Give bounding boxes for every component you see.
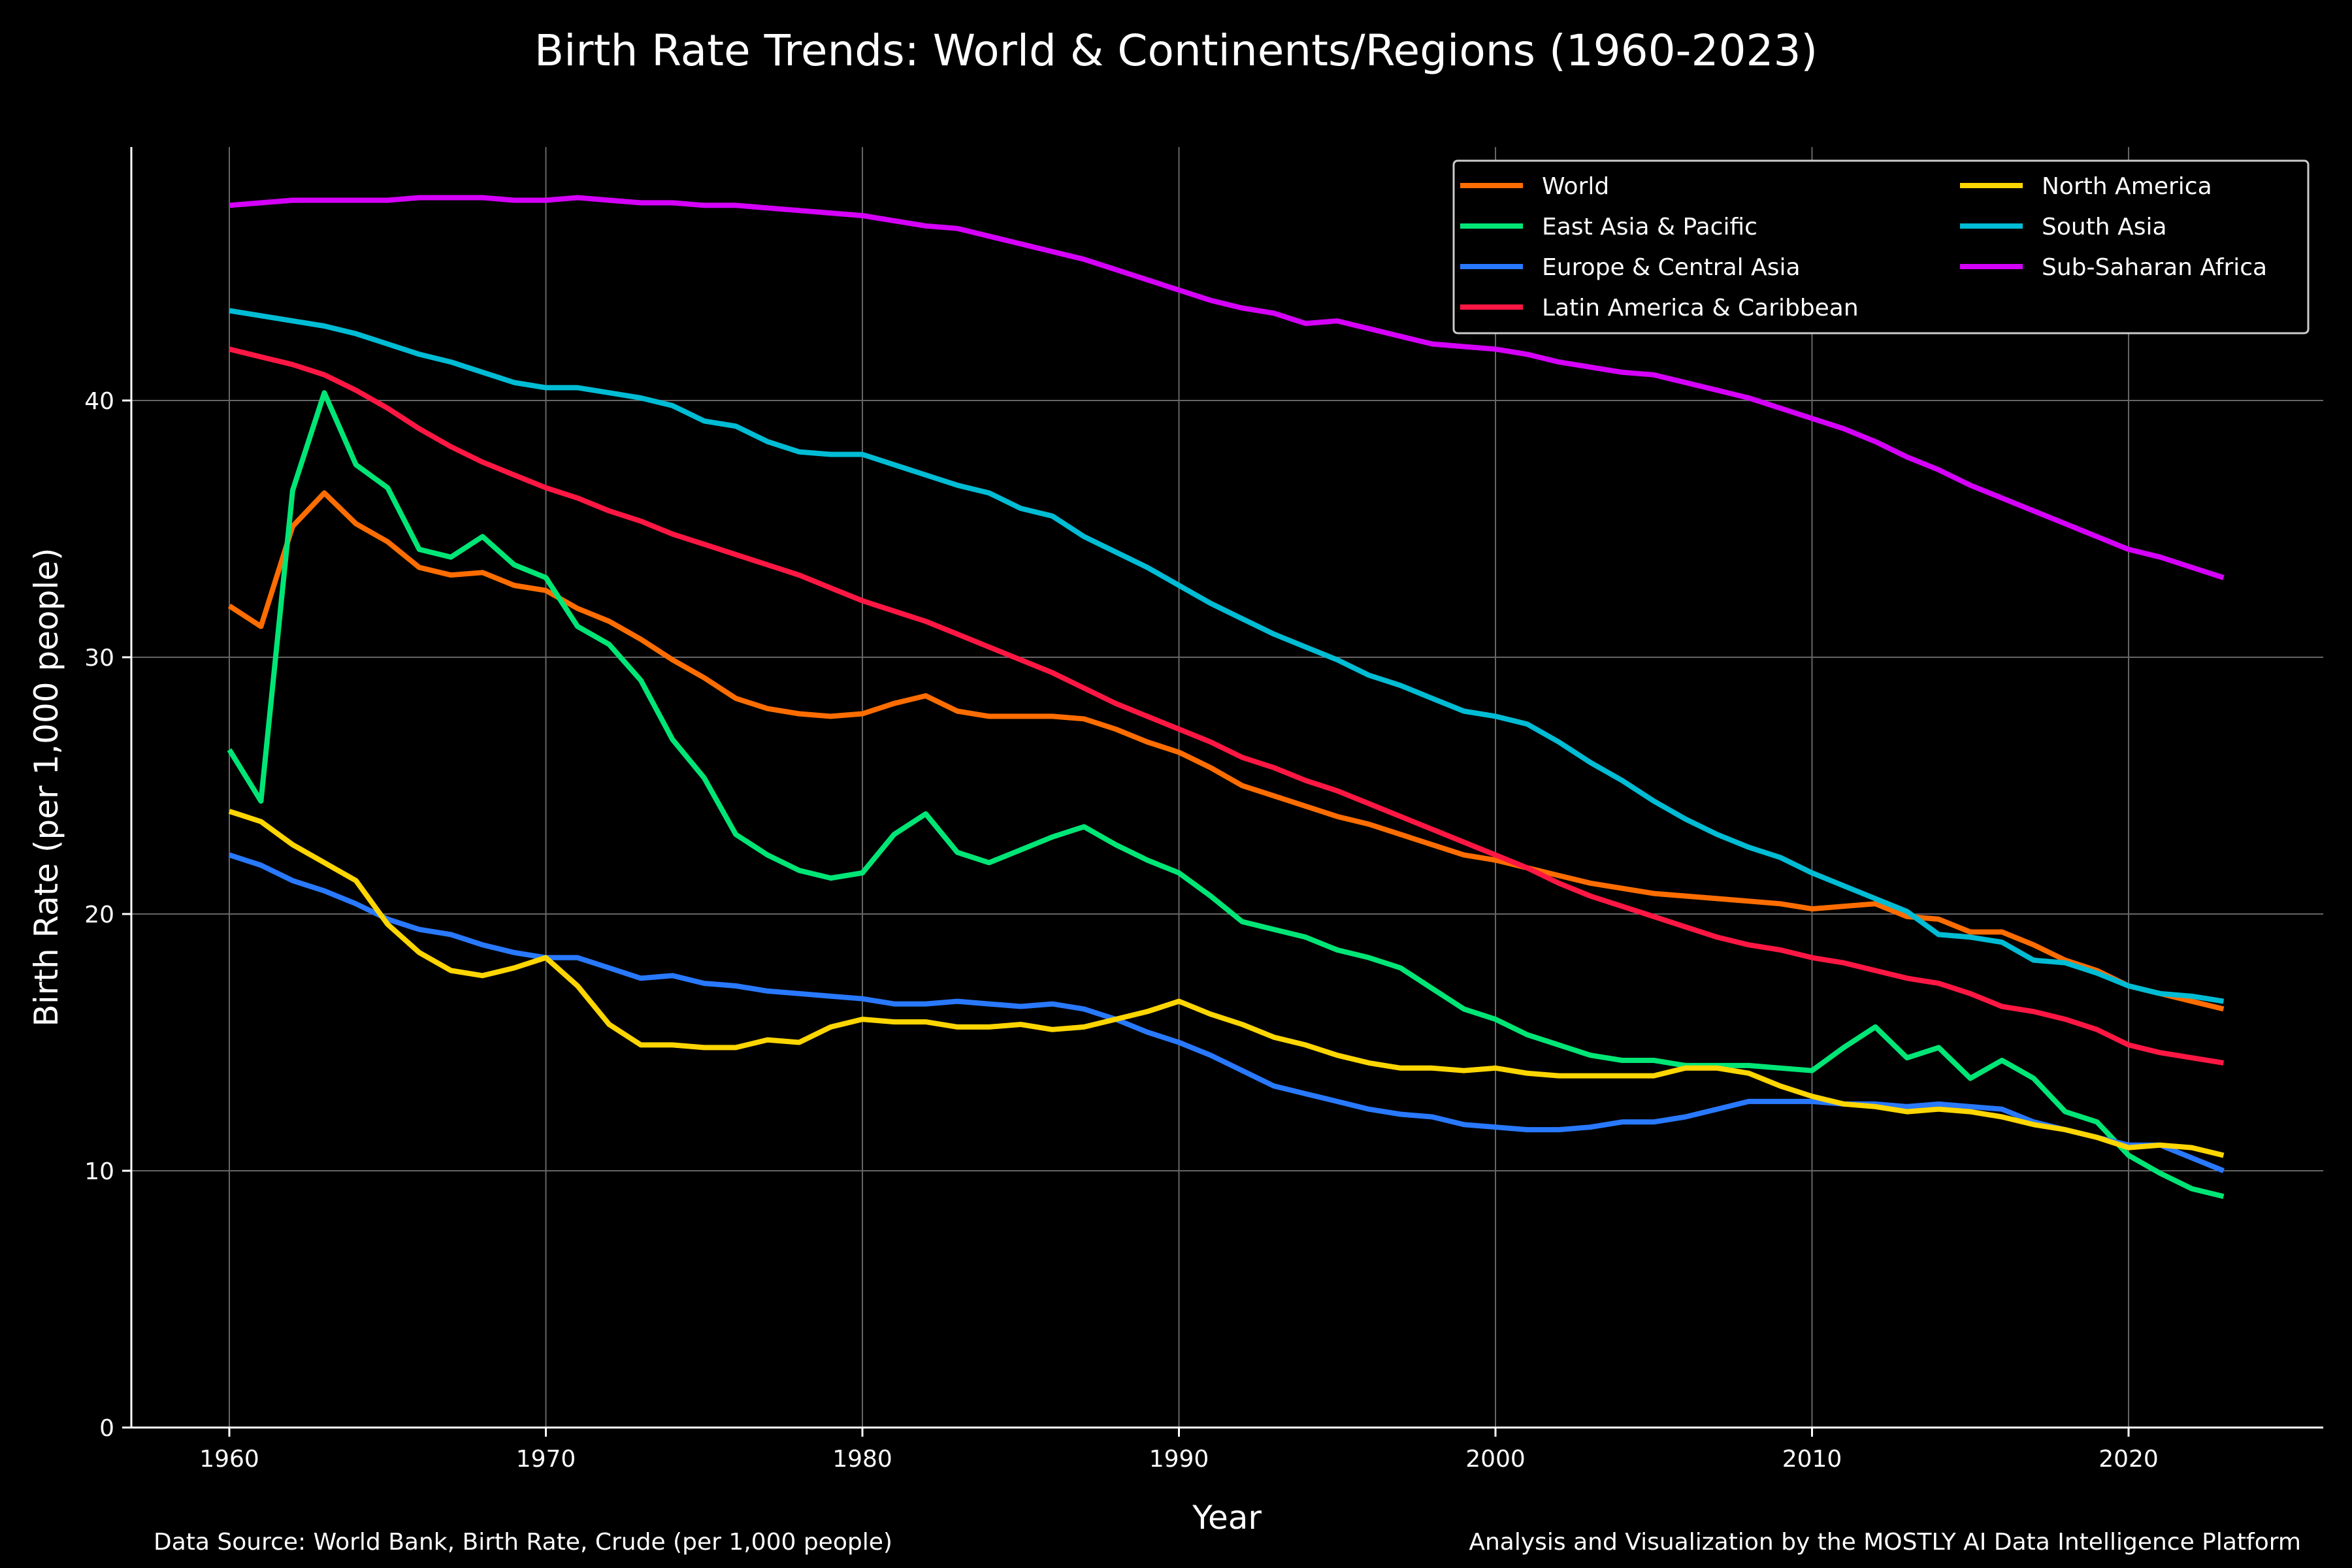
legend: World East Asia & Pacific Europe & Central… bbox=[1452, 159, 2310, 335]
chart-title: Birth Rate Trends: World & Continents/Re… bbox=[534, 25, 1818, 76]
series-lines bbox=[227, 195, 2225, 1200]
series-line-east-asia-pacific bbox=[227, 390, 2225, 1200]
x-axis-label: Year bbox=[1192, 1499, 1262, 1537]
grid bbox=[131, 147, 2323, 1428]
x-tick-label: 1990 bbox=[1149, 1446, 1209, 1473]
y-tick-label: 10 bbox=[84, 1158, 114, 1185]
x-tick-label: 2010 bbox=[1782, 1446, 1842, 1473]
x-ticks: 1960 1970 1980 1990 2000 2010 2020 bbox=[199, 1428, 2159, 1473]
y-tick-label: 30 bbox=[84, 645, 114, 672]
y-ticks: 0 10 20 30 40 bbox=[84, 388, 131, 1442]
x-tick-label: 1980 bbox=[832, 1446, 892, 1473]
x-tick-label: 2020 bbox=[2099, 1446, 2159, 1473]
series-line-sub-saharan-africa bbox=[229, 195, 2225, 581]
y-axis-label: Birth Rate (per 1,000 people) bbox=[27, 548, 65, 1027]
x-tick-label: 2000 bbox=[1465, 1446, 1526, 1473]
x-tick-label: 1960 bbox=[199, 1446, 259, 1473]
legend-box bbox=[1452, 159, 2310, 335]
legend-label: Sub-Saharan Africa bbox=[2042, 254, 2267, 281]
series-line-south-asia bbox=[229, 308, 2225, 1004]
series-line-north-america bbox=[228, 808, 2225, 1158]
legend-label: Latin America & Caribbean bbox=[1542, 295, 1859, 321]
footer-attribution: Analysis and Visualization by the MOSTLY… bbox=[1469, 1529, 2301, 1556]
legend-label: World bbox=[1542, 173, 1609, 200]
legend-label: East Asia & Pacific bbox=[1542, 214, 1757, 240]
series-line-latin-america-caribbean bbox=[229, 346, 2225, 1066]
axes bbox=[130, 147, 2323, 1429]
y-tick-label: 0 bbox=[99, 1415, 114, 1442]
series-line-europe-central-asia bbox=[228, 852, 2225, 1173]
x-tick-label: 1970 bbox=[516, 1446, 576, 1473]
legend-label: North America bbox=[2042, 173, 2212, 200]
legend-label: Europe & Central Asia bbox=[1542, 254, 1801, 281]
y-tick-label: 20 bbox=[84, 902, 114, 928]
footer-data-source: Data Source: World Bank, Birth Rate, Cru… bbox=[154, 1529, 892, 1556]
legend-label: South Asia bbox=[2042, 214, 2167, 240]
y-tick-label: 40 bbox=[84, 388, 114, 415]
